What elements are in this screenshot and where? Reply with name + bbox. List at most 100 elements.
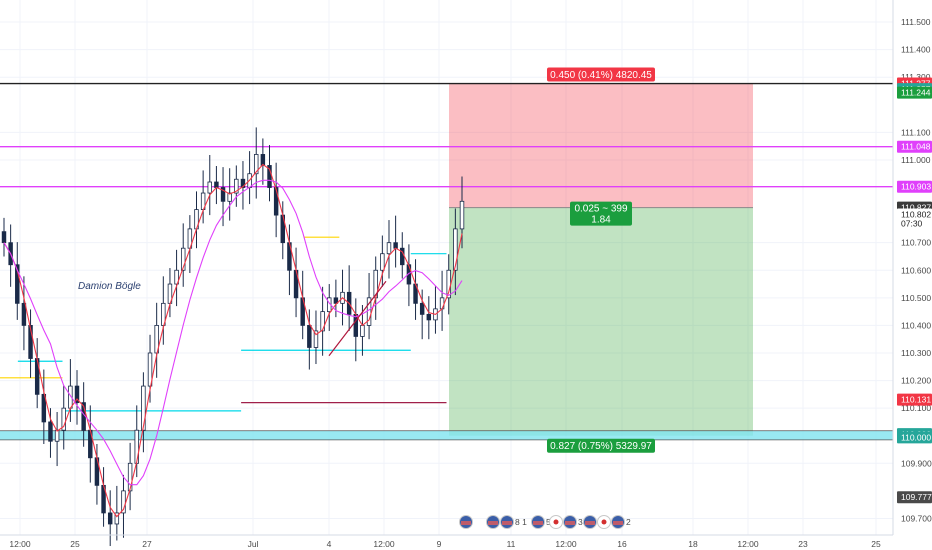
position-zones xyxy=(0,83,893,441)
x-tick-label: 12:00 xyxy=(9,539,31,549)
japan-flag-dot xyxy=(553,519,559,525)
level-segments xyxy=(0,236,447,412)
candle-body xyxy=(61,407,66,431)
y-tick-label: 111.100 xyxy=(901,127,931,137)
candle-body xyxy=(214,181,219,188)
us-flag-stripes xyxy=(502,521,512,525)
price-tag xyxy=(897,393,932,406)
price-tag-label: 110.802 xyxy=(901,210,931,220)
us-flag-stripes xyxy=(461,521,471,525)
japan-flag-dot xyxy=(601,519,607,525)
ma-slow-line xyxy=(3,179,463,486)
price-tag-label: 110.131 xyxy=(901,395,931,405)
us-flag-stripes xyxy=(488,521,498,525)
take-profit-zone xyxy=(449,207,753,436)
candle-body xyxy=(220,187,226,202)
candle-body xyxy=(1,231,7,244)
stop-label-text: 0.450 (0.41%) 4820.45 xyxy=(550,70,652,81)
y-tick-label: 111.500 xyxy=(901,17,931,27)
candle-body xyxy=(41,393,47,423)
target-label xyxy=(547,438,655,453)
support-zone xyxy=(0,430,893,440)
candle-body xyxy=(273,187,279,216)
candle-body xyxy=(127,462,133,492)
y-tick-label: 109.700 xyxy=(901,513,932,523)
us-flag-stripes xyxy=(613,521,623,525)
candle-body xyxy=(380,253,385,271)
candle-body xyxy=(320,311,325,332)
price-tag-label: 110.903 xyxy=(901,182,931,192)
price-tag xyxy=(897,431,932,444)
us-flag-stripes xyxy=(533,521,543,525)
price-tag-label: 111.048 xyxy=(901,142,931,152)
x-tick-label: 25 xyxy=(70,539,80,549)
x-tick-label: 27 xyxy=(142,539,152,549)
price-tag-label: 110.000 xyxy=(901,432,931,442)
target-label-text: 0.827 (0.75%) 5329.97 xyxy=(550,441,652,452)
calendar-events[interactable]: 28 15 134 222 xyxy=(459,515,632,529)
candle-body xyxy=(353,313,359,337)
candle-body xyxy=(360,325,365,337)
candle-body xyxy=(48,421,53,442)
candle-body xyxy=(207,181,212,194)
candle-body xyxy=(439,297,445,310)
price-tag xyxy=(897,140,932,153)
y-tick-label: 110.100 xyxy=(901,403,931,413)
candle-body xyxy=(254,154,259,175)
y-tick-label: 110.500 xyxy=(901,293,931,303)
y-tick-label: 110.200 xyxy=(901,376,931,386)
stop-loss-zone xyxy=(449,83,753,208)
price-tag-label: 111.244 xyxy=(901,88,931,98)
x-tick-label: 4 xyxy=(327,539,332,549)
price-tag-label: 07:30 xyxy=(901,218,923,228)
event-count: 2 xyxy=(626,517,631,527)
y-tick-label: 111.300 xyxy=(901,72,931,82)
candle-body xyxy=(419,302,425,315)
price-tags: 111.277111.257111.244111.048110.903110.8… xyxy=(897,77,932,504)
candle-body xyxy=(15,264,20,304)
event-count: 8 1 xyxy=(515,517,527,527)
candle-body xyxy=(386,242,392,255)
x-tick-label: 11 xyxy=(507,539,516,549)
x-tick-label: Jul xyxy=(248,539,259,549)
y-tick-label: 111.000 xyxy=(901,155,931,165)
horizontal-lines xyxy=(0,82,893,188)
price-tag xyxy=(897,180,932,193)
x-tick-label: 25 xyxy=(871,539,881,549)
candle-body xyxy=(141,385,146,431)
y-tick-label: 111.400 xyxy=(901,45,931,55)
us-flag-stripes xyxy=(565,521,575,525)
candle-body xyxy=(307,325,312,348)
candles xyxy=(1,127,465,547)
price-tag-label: 109.777 xyxy=(901,492,932,502)
candle-body xyxy=(459,200,465,230)
candle-body xyxy=(107,512,113,525)
x-tick-label: 18 xyxy=(688,539,698,549)
x-tick-label: 16 xyxy=(617,539,627,549)
x-tick-label: 12:00 xyxy=(737,539,759,549)
candle-body xyxy=(54,429,60,442)
price-tag xyxy=(897,491,932,504)
y-tick-label: 109.900 xyxy=(901,458,932,468)
us-flag-stripes xyxy=(585,521,595,525)
x-axis[interactable]: 12:00 25 27 Jul 4 12:00 9 11 12:00 16 18 12:00 23 25 xyxy=(0,534,893,549)
risk-reward-label-text: 0.025 ~ 399 xyxy=(574,204,628,215)
y-tick-label: 110.300 xyxy=(901,348,931,358)
candle-body xyxy=(114,512,120,525)
candle-body xyxy=(313,330,319,348)
candle-body xyxy=(28,325,33,359)
x-tick-label: 12:00 xyxy=(555,539,577,549)
price-tag xyxy=(897,86,932,99)
candle-body xyxy=(134,429,139,464)
risk-reward-label-text: 1.84 xyxy=(591,215,611,226)
grid xyxy=(0,0,893,535)
author-label: Damion Bögle xyxy=(78,281,141,292)
candle-body xyxy=(240,178,246,188)
y-tick-label: 110.700 xyxy=(901,238,931,248)
candle-body xyxy=(393,242,398,249)
x-tick-label: 12:00 xyxy=(373,539,395,549)
candle-body xyxy=(147,352,153,387)
